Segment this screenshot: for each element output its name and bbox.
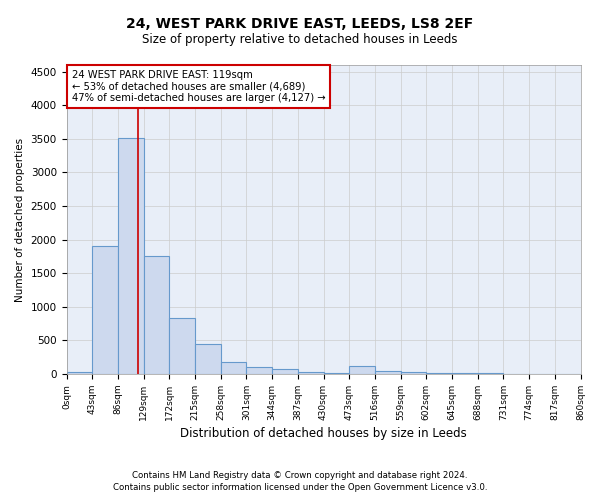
Bar xyxy=(67,372,92,374)
Bar xyxy=(272,370,298,374)
Bar xyxy=(349,366,375,374)
Bar xyxy=(401,372,427,374)
Bar xyxy=(169,318,195,374)
Y-axis label: Number of detached properties: Number of detached properties xyxy=(15,138,25,302)
Text: Contains public sector information licensed under the Open Government Licence v3: Contains public sector information licen… xyxy=(113,484,487,492)
Bar xyxy=(375,370,401,374)
Bar xyxy=(247,367,272,374)
Text: 24, WEST PARK DRIVE EAST, LEEDS, LS8 2EF: 24, WEST PARK DRIVE EAST, LEEDS, LS8 2EF xyxy=(127,18,473,32)
Bar xyxy=(298,372,323,374)
Bar xyxy=(92,246,118,374)
Bar xyxy=(221,362,247,374)
Bar xyxy=(143,256,169,374)
X-axis label: Distribution of detached houses by size in Leeds: Distribution of detached houses by size … xyxy=(180,427,467,440)
Bar xyxy=(118,138,143,374)
Bar xyxy=(195,344,221,374)
Text: Size of property relative to detached houses in Leeds: Size of property relative to detached ho… xyxy=(142,32,458,46)
Text: 24 WEST PARK DRIVE EAST: 119sqm
← 53% of detached houses are smaller (4,689)
47%: 24 WEST PARK DRIVE EAST: 119sqm ← 53% of… xyxy=(71,70,325,103)
Bar xyxy=(323,372,349,374)
Bar xyxy=(427,373,452,374)
Text: Contains HM Land Registry data © Crown copyright and database right 2024.: Contains HM Land Registry data © Crown c… xyxy=(132,471,468,480)
